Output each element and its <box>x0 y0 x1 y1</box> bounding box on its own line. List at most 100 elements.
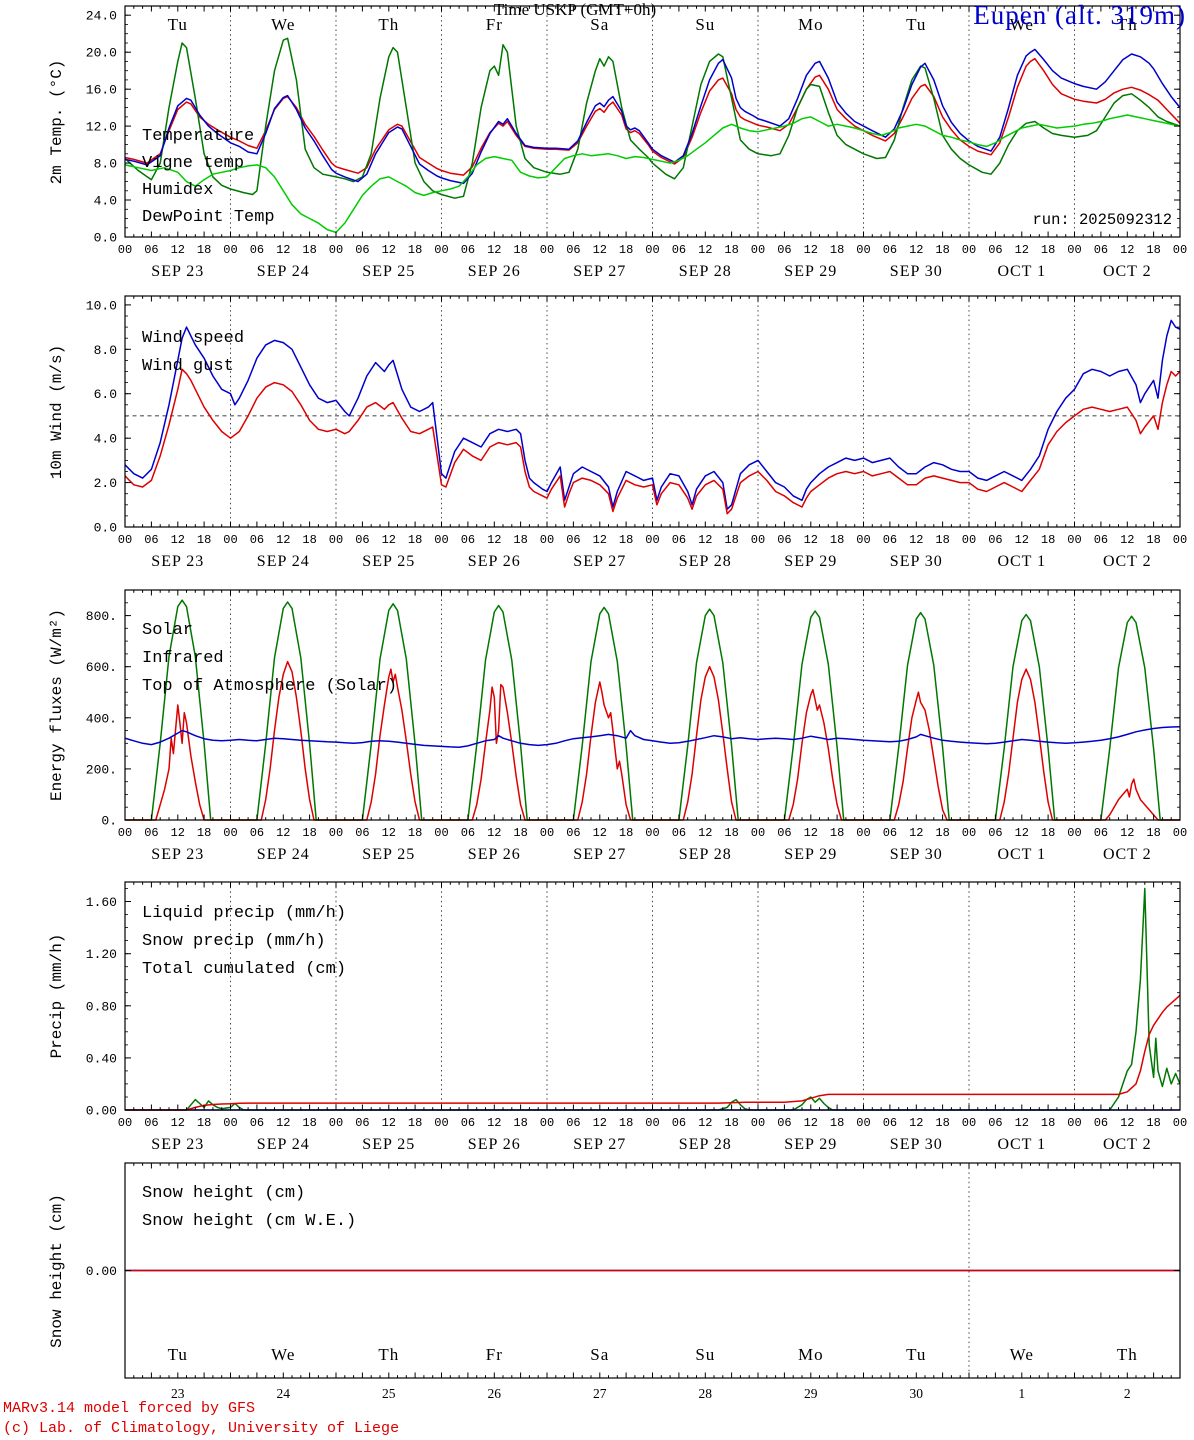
svg-text:We: We <box>1010 1345 1034 1364</box>
legend-temperature-1: Vigne temp <box>142 154 244 173</box>
svg-text:18: 18 <box>619 1116 633 1130</box>
svg-text:00: 00 <box>645 533 659 547</box>
svg-text:SEP 30: SEP 30 <box>890 846 943 863</box>
svg-text:12: 12 <box>171 243 185 257</box>
svg-text:26: 26 <box>488 1386 502 1401</box>
svg-text:18: 18 <box>1146 1116 1160 1130</box>
svg-text:18: 18 <box>302 826 316 840</box>
svg-text:00: 00 <box>434 826 448 840</box>
svg-text:06: 06 <box>672 826 686 840</box>
svg-text:12: 12 <box>171 826 185 840</box>
svg-text:00: 00 <box>223 243 237 257</box>
svg-text:18: 18 <box>197 1116 211 1130</box>
svg-text:00: 00 <box>962 243 976 257</box>
svg-text:1.20: 1.20 <box>86 947 117 962</box>
svg-text:12: 12 <box>276 243 290 257</box>
svg-text:12: 12 <box>487 826 501 840</box>
svg-text:2.0: 2.0 <box>94 476 117 491</box>
svg-text:00: 00 <box>118 1116 132 1130</box>
svg-text:18: 18 <box>830 826 844 840</box>
svg-text:18: 18 <box>1041 243 1055 257</box>
svg-text:SEP 26: SEP 26 <box>468 263 521 280</box>
svg-text:00: 00 <box>856 243 870 257</box>
svg-text:Tu: Tu <box>168 15 188 34</box>
svg-text:18: 18 <box>724 533 738 547</box>
svg-text:00: 00 <box>434 1116 448 1130</box>
panel-snow-height: 0.00 Snow height (cm) Snow height (cm W.E.… <box>86 1162 1181 1401</box>
svg-text:12: 12 <box>1120 533 1134 547</box>
series-dewpoint <box>124 114 1181 234</box>
svg-text:06: 06 <box>672 1116 686 1130</box>
svg-text:12: 12 <box>593 1116 607 1130</box>
svg-text:06: 06 <box>777 1116 791 1130</box>
svg-text:18: 18 <box>513 1116 527 1130</box>
svg-text:8.0: 8.0 <box>94 343 117 358</box>
svg-text:12: 12 <box>593 533 607 547</box>
svg-text:06: 06 <box>566 1116 580 1130</box>
svg-text:0.: 0. <box>101 814 117 829</box>
svg-text:28: 28 <box>699 1386 713 1401</box>
svg-text:00: 00 <box>1173 533 1187 547</box>
svg-text:SEP 24: SEP 24 <box>257 263 310 280</box>
svg-text:18: 18 <box>513 826 527 840</box>
svg-text:06: 06 <box>144 1116 158 1130</box>
svg-text:00: 00 <box>1067 243 1081 257</box>
svg-text:SEP 28: SEP 28 <box>679 1136 732 1153</box>
svg-text:SEP 27: SEP 27 <box>573 1136 626 1153</box>
svg-text:06: 06 <box>250 826 264 840</box>
svg-text:06: 06 <box>883 826 897 840</box>
svg-text:06: 06 <box>988 1116 1002 1130</box>
svg-text:00: 00 <box>540 243 554 257</box>
svg-text:06: 06 <box>1094 533 1108 547</box>
legend-temperature-0: Temperature <box>142 127 254 146</box>
svg-text:SEP 23: SEP 23 <box>151 263 204 280</box>
svg-text:We: We <box>271 15 295 34</box>
svg-text:SEP 29: SEP 29 <box>784 553 837 570</box>
svg-text:OCT 2: OCT 2 <box>1103 553 1152 570</box>
svg-text:2: 2 <box>1124 1386 1131 1401</box>
legend-energy-fluxes-1: Infrared <box>142 649 224 668</box>
svg-text:SEP 23: SEP 23 <box>151 553 204 570</box>
credit-line-2: (c) Lab. of Climatology, University of L… <box>3 1420 400 1437</box>
svg-text:12: 12 <box>1120 243 1134 257</box>
svg-text:18: 18 <box>619 533 633 547</box>
svg-text:Th: Th <box>1117 1345 1138 1364</box>
svg-text:18: 18 <box>302 243 316 257</box>
svg-text:SEP 28: SEP 28 <box>679 553 732 570</box>
svg-text:06: 06 <box>144 243 158 257</box>
svg-text:SEP 29: SEP 29 <box>784 263 837 280</box>
series-total-cumulated <box>125 994 1181 1111</box>
series-liquid-precip <box>125 887 1181 1111</box>
svg-text:06: 06 <box>461 243 475 257</box>
svg-text:800.: 800. <box>86 609 117 624</box>
svg-text:18: 18 <box>302 533 316 547</box>
svg-text:12: 12 <box>698 826 712 840</box>
legend-wind-1: Wind gust <box>142 357 234 376</box>
svg-text:12: 12 <box>276 826 290 840</box>
svg-text:18: 18 <box>513 243 527 257</box>
svg-text:24: 24 <box>277 1386 291 1401</box>
svg-text:00: 00 <box>1173 1116 1187 1130</box>
svg-text:SEP 24: SEP 24 <box>257 1136 310 1153</box>
svg-text:OCT 2: OCT 2 <box>1103 846 1152 863</box>
svg-text:16.0: 16.0 <box>86 83 117 98</box>
svg-text:12: 12 <box>382 243 396 257</box>
svg-text:0.0: 0.0 <box>94 231 117 246</box>
svg-text:18: 18 <box>513 533 527 547</box>
svg-text:12: 12 <box>171 1116 185 1130</box>
svg-text:00: 00 <box>329 533 343 547</box>
svg-text:0.0: 0.0 <box>94 521 117 536</box>
svg-text:18: 18 <box>1041 1116 1055 1130</box>
svg-text:400.: 400. <box>86 711 117 726</box>
svg-text:200.: 200. <box>86 762 117 777</box>
svg-text:00: 00 <box>856 533 870 547</box>
svg-text:Mo: Mo <box>798 1345 824 1364</box>
svg-text:00: 00 <box>645 1116 659 1130</box>
svg-text:12: 12 <box>276 1116 290 1130</box>
svg-text:00: 00 <box>1173 826 1187 840</box>
time-axis-label: Time USKP (GMT+0h) <box>493 0 657 19</box>
svg-text:SEP 26: SEP 26 <box>468 846 521 863</box>
svg-text:0.00: 0.00 <box>86 1104 117 1119</box>
svg-text:00: 00 <box>1067 1116 1081 1130</box>
svg-text:00: 00 <box>962 533 976 547</box>
